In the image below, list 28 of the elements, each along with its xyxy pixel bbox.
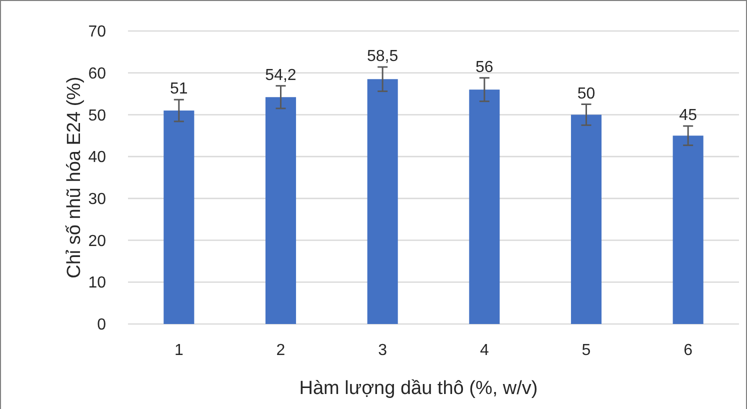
- data-label: 56: [476, 58, 494, 76]
- x-tick-label: 3: [378, 342, 388, 359]
- y-tick-label: 10: [88, 274, 106, 292]
- x-axis-title: Hàm lượng dầu thô (%, w/v): [299, 378, 538, 399]
- data-label: 45: [679, 107, 698, 124]
- data-label: 50: [577, 85, 596, 102]
- data-label: 54,2: [265, 66, 296, 84]
- x-tick-label: 4: [480, 342, 489, 359]
- x-tick-label: 5: [582, 342, 591, 359]
- bar: [265, 97, 296, 324]
- data-label: 51: [170, 80, 188, 98]
- bar: [469, 90, 500, 324]
- y-tick-label: 50: [88, 107, 106, 124]
- y-tick-label: 20: [88, 232, 106, 250]
- y-tick-label: 30: [88, 191, 106, 208]
- y-tick-label: 60: [88, 65, 106, 82]
- y-tick-label: 40: [88, 149, 106, 166]
- bar: [164, 110, 194, 324]
- y-tick-label: 70: [88, 24, 106, 41]
- y-axis-title: Chỉ số nhũ hóa E24 (%): [64, 76, 85, 278]
- x-tick-label: 2: [276, 342, 286, 359]
- bar: [672, 136, 704, 324]
- data-label: 58,5: [367, 48, 398, 65]
- x-tick-label: 6: [684, 342, 693, 359]
- x-tick-label: 1: [174, 342, 184, 359]
- y-tick-label: 0: [97, 316, 106, 334]
- bar: [570, 114, 602, 324]
- bar: [367, 79, 398, 324]
